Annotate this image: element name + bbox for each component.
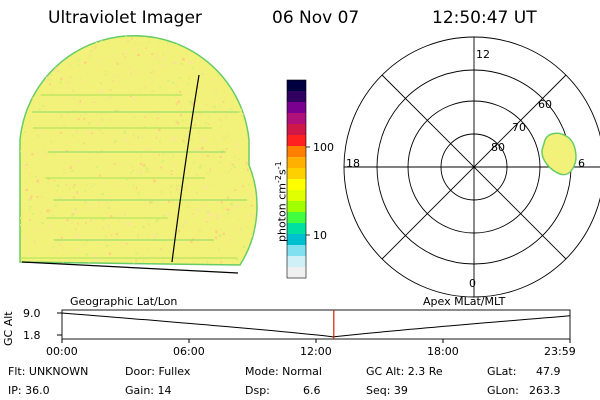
strip-right-title: Apex MLat/MLT [423, 295, 506, 308]
door-label: Door: Fullex [125, 365, 191, 378]
polar-label-12: 12 [476, 48, 490, 61]
auroral-region [541, 132, 577, 176]
colorbar-swatch [287, 124, 306, 136]
colorbar-tick-10: 10 [313, 229, 327, 242]
date-label: 06 Nov 07 [272, 8, 360, 28]
latitude-70-label: 70 [512, 121, 526, 134]
meridian-line [171, 74, 200, 263]
polar-plot [343, 36, 600, 298]
time-tick-label: 00:00 [46, 345, 78, 358]
horizon-line [21, 261, 239, 274]
time-tick-label: 18:00 [427, 345, 459, 358]
altitude-strip [57, 309, 571, 343]
mode-label: Mode: Normal [245, 365, 322, 378]
colorbar-tick-100: 100 [313, 141, 334, 154]
polar-label-6: 6 [578, 157, 585, 170]
strip-y-top: 9.0 [23, 307, 41, 320]
glat-value: 47.9 [536, 365, 561, 378]
colorbar-swatch [287, 179, 306, 191]
colorbar-swatch [287, 113, 306, 125]
flight-label: Flt: UNKNOWN [8, 365, 89, 378]
colorbar-unit-label: photon cm-2s-1 [274, 161, 289, 242]
colorbar-swatch [287, 102, 306, 114]
time-tick-label: 23:59 [544, 345, 576, 358]
colorbar-swatch [287, 91, 306, 103]
time-tick-label: 06:00 [173, 345, 205, 358]
colorbar-swatch [287, 190, 306, 202]
seq-label: Seq: 39 [366, 384, 408, 397]
strip-left-title: Geographic Lat/Lon [70, 295, 178, 308]
strip-y-label: GC Alt [2, 311, 15, 346]
time-label: 12:50:47 UT [432, 8, 537, 28]
gain-label: Gain: 14 [125, 384, 172, 397]
colorbar-swatch [287, 201, 306, 213]
glon-value: 263.3 [529, 384, 561, 397]
gc-alt-label: GC Alt: 2.3 Re [366, 365, 443, 378]
polar-label-18: 18 [346, 157, 360, 170]
colorbar-swatch [287, 212, 306, 224]
uv-image-disk [19, 35, 258, 266]
polar-label-0: 0 [469, 277, 476, 290]
colorbar-swatch [287, 234, 306, 246]
colorbar-swatch [287, 245, 306, 257]
colorbar-swatch [287, 157, 306, 169]
latitude-80-label: 80 [491, 141, 505, 154]
glat-label: GLat: [487, 365, 517, 378]
colorbar-swatch [287, 135, 306, 147]
dsp-value: 6.6 [303, 384, 321, 397]
time-tick-label: 12:00 [300, 345, 332, 358]
latitude-60-label: 60 [538, 98, 552, 111]
colorbar-swatch [287, 267, 306, 279]
colorbar-swatch [287, 223, 306, 235]
colorbar-swatch [287, 80, 306, 92]
colorbar-swatch [287, 256, 306, 268]
strip-y-bottom: 1.8 [23, 329, 41, 342]
dsp-label: Dsp: [245, 384, 270, 397]
instrument-title: Ultraviolet Imager [48, 8, 202, 28]
ip-label: IP: 36.0 [8, 384, 50, 397]
glon-label: GLon: [487, 384, 519, 397]
colorbar-swatch [287, 146, 306, 158]
colorbar-swatch [287, 168, 306, 180]
colorbar [286, 79, 310, 279]
